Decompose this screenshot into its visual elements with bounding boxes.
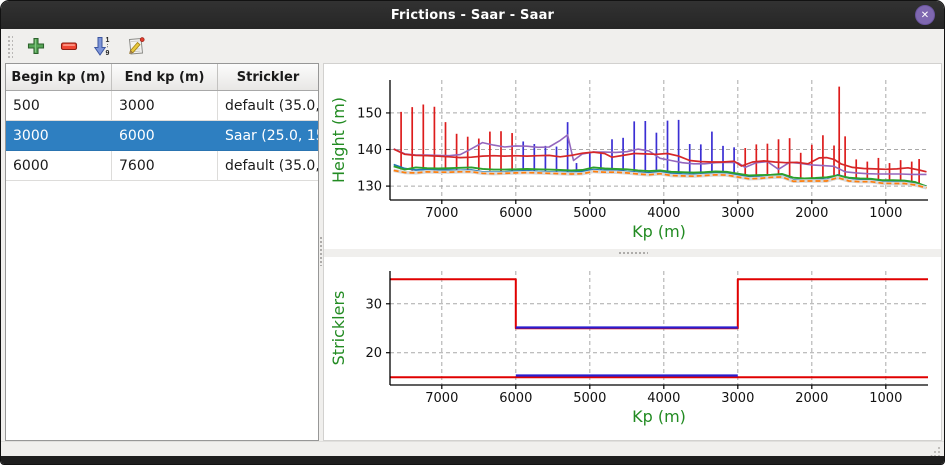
svg-text:2000: 2000 — [795, 391, 828, 406]
svg-text:7000: 7000 — [425, 206, 458, 221]
svg-text:30: 30 — [365, 297, 382, 312]
svg-text:9: 9 — [106, 50, 110, 57]
svg-text:5000: 5000 — [573, 206, 606, 221]
cell-begin-kp[interactable]: 500 — [6, 91, 112, 121]
plus-icon — [27, 37, 45, 55]
svg-text:6000: 6000 — [499, 391, 532, 406]
column-header-strickler[interactable]: Strickler — [236, 69, 300, 85]
cell-end-kp[interactable]: 3000 — [112, 91, 218, 121]
vertical-splitter-handle[interactable] — [319, 236, 323, 266]
table-header-row: Begin kp (m) End kp (m) Strickler — [6, 64, 318, 91]
close-icon: ✕ — [920, 9, 930, 21]
toolbar: 1 9 — [1, 29, 944, 63]
height-profile-chart: 7000 6000 5000 4000 3000 2000 1000 130 140 150 Kp … — [324, 64, 941, 249]
svg-text:Height (m): Height (m) — [329, 97, 348, 183]
edit-icon — [128, 36, 145, 55]
window-title: Frictions - Saar - Saar — [390, 7, 555, 23]
column-header-end-kp[interactable]: End kp (m) — [112, 64, 218, 90]
horizontal-splitter[interactable] — [324, 249, 941, 257]
svg-text:1: 1 — [106, 37, 110, 44]
svg-text:140: 140 — [357, 143, 382, 158]
svg-text:5000: 5000 — [573, 391, 606, 406]
minus-icon — [60, 42, 78, 51]
svg-text:Kp (m): Kp (m) — [632, 222, 686, 241]
window-bottom-edge — [1, 456, 944, 464]
svg-text:1000: 1000 — [869, 391, 902, 406]
sort-rows-button[interactable]: 1 9 — [87, 32, 117, 60]
cell-end-kp[interactable]: 7600 — [112, 151, 218, 181]
titlebar[interactable]: Frictions - Saar - Saar ✕ — [1, 1, 944, 29]
svg-text:2000: 2000 — [795, 206, 828, 221]
svg-text:130: 130 — [357, 180, 382, 195]
cell-begin-kp[interactable]: 6000 — [6, 151, 112, 181]
cell-strickler[interactable]: default (35.0, … — [218, 151, 318, 181]
svg-text:4000: 4000 — [647, 391, 680, 406]
charts-panel: 7000 6000 5000 4000 3000 2000 1000 130 140 150 Kp … — [323, 63, 942, 441]
remove-row-button[interactable] — [54, 32, 84, 60]
toolbar-drag-handle[interactable] — [6, 34, 13, 58]
svg-text:3000: 3000 — [721, 206, 754, 221]
close-button[interactable]: ✕ — [915, 5, 935, 25]
status-bar — [1, 441, 944, 459]
cell-strickler[interactable]: default (35.0, … — [218, 91, 318, 121]
stricklers-step-chart: 7000 6000 5000 4000 3000 2000 1000 20 30 Kp (m) St… — [324, 257, 941, 440]
svg-text:20: 20 — [365, 346, 382, 361]
cell-strickler[interactable]: Saar (25.0, 15.0) — [218, 121, 318, 151]
svg-text:1000: 1000 — [869, 206, 902, 221]
svg-text:150: 150 — [357, 106, 382, 121]
svg-text:Stricklers: Stricklers — [329, 291, 348, 366]
svg-text:Kp (m): Kp (m) — [632, 407, 686, 426]
cell-end-kp[interactable]: 6000 — [112, 121, 218, 151]
frictions-table: Begin kp (m) End kp (m) Strickler 500 300… — [5, 63, 319, 441]
svg-text:6000: 6000 — [499, 206, 532, 221]
svg-text:4000: 4000 — [647, 206, 680, 221]
column-header-begin-kp[interactable]: Begin kp (m) — [6, 64, 112, 90]
svg-text:3000: 3000 — [721, 391, 754, 406]
sort-numeric-icon: 1 9 — [93, 37, 110, 57]
add-row-button[interactable] — [21, 32, 51, 60]
edit-friction-button[interactable] — [120, 32, 150, 60]
svg-text:7000: 7000 — [425, 391, 458, 406]
cell-begin-kp[interactable]: 3000 — [6, 121, 112, 151]
splitter-grip-icon — [617, 251, 648, 255]
